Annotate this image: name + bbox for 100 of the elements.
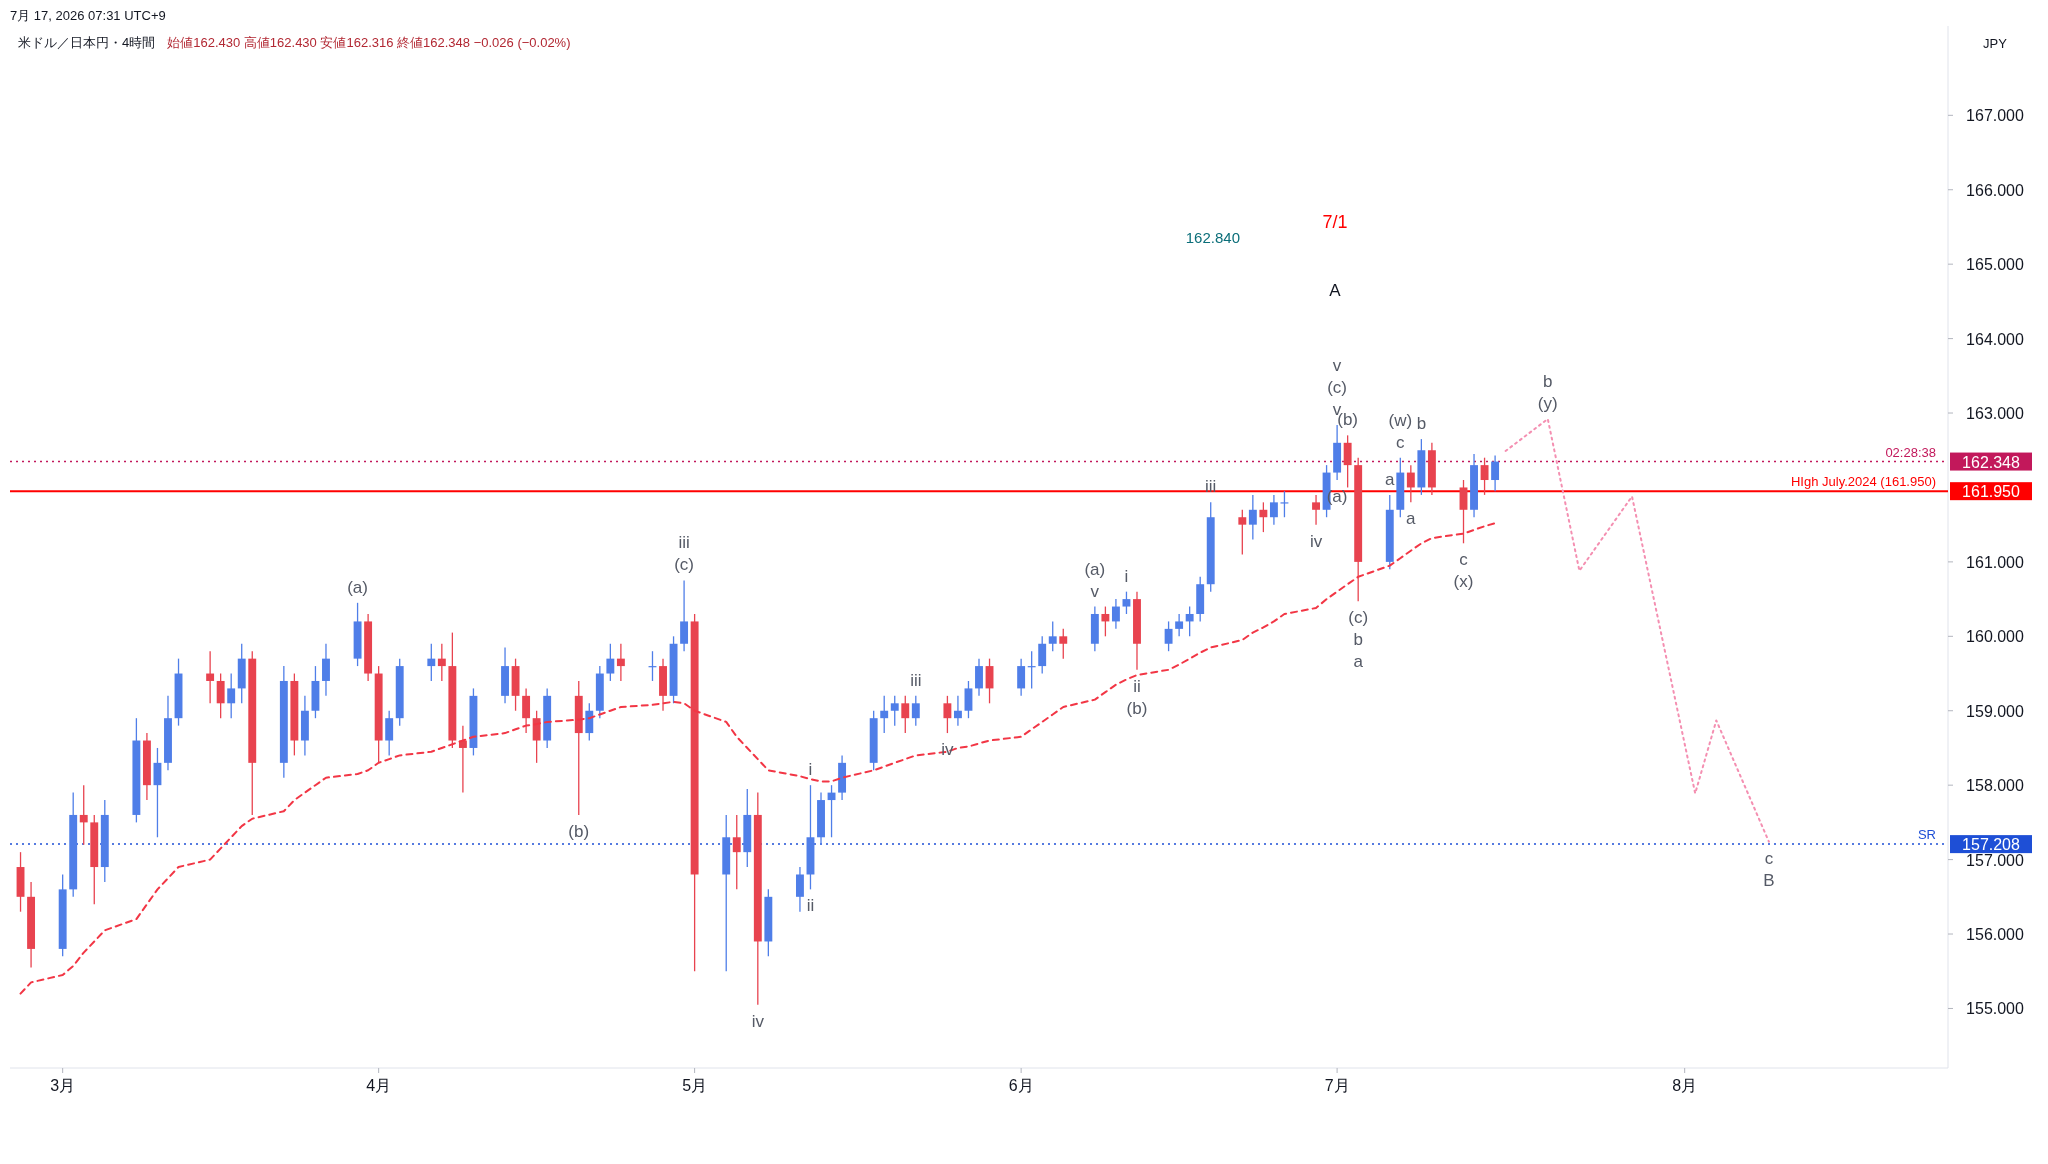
candlestick [385,710,394,757]
candlestick [1248,494,1257,541]
candlestick [1312,494,1320,526]
annotation: 02:28:38 [1885,444,1936,460]
x-tick-label: 3月 [50,1077,76,1094]
candlestick [1048,620,1057,652]
candlestick [216,672,225,719]
x-tick-label: 5月 [682,1077,708,1094]
y-tick-label: 159.000 [1966,702,2025,720]
annotation: iii [910,670,922,690]
line-series [1504,418,1770,843]
annotation: ii [1133,676,1141,696]
candlestick [79,784,88,846]
annotation: c [1396,432,1406,452]
x-tick-label: 7月 [1324,1077,1350,1094]
annotation: c [1764,848,1774,868]
annotation: (w) [1388,410,1413,430]
candlestick [1280,490,1289,518]
annotation: b [1416,414,1427,434]
candlestick [911,695,920,727]
annotation: iv [1309,531,1323,551]
candlestick [1164,620,1173,652]
candlestick [1343,434,1352,489]
annotation: iii [678,533,690,553]
annotation: v [1090,581,1100,601]
annotation: a [1406,509,1417,529]
text: 米ドル／日本円・4時間 [18,35,156,50]
annotation: v [1332,355,1342,375]
y-tick-label: 163.000 [1966,405,2025,423]
annotation: (a) [347,577,368,597]
annotation: a [1385,469,1396,489]
candlestick [953,695,962,727]
annotation: A [1329,281,1342,300]
annotation: (a) [1084,559,1106,579]
text: JPY [1983,36,2008,51]
candlestick [1059,628,1068,660]
candlestick [1406,464,1415,503]
annotation: B [1763,870,1775,890]
candlestick [964,680,973,719]
y-tick-label: 158.000 [1966,777,2025,795]
candlestick [732,814,741,891]
candlestick [532,710,541,764]
annotation: (c) [1348,608,1369,628]
annotation: i [1124,566,1129,586]
candlestick [1259,501,1268,533]
annotation: 7/1 [1322,212,1348,232]
candlestick [1101,605,1110,637]
ref-line-label: 161.950 [1962,483,2021,501]
candlestick [1459,479,1468,544]
annotation: i [808,760,813,780]
annotation: (c) [674,555,694,575]
candlestick [890,695,899,727]
text: 始値162.430 高値162.430 安値162.316 終値162.348 −0.026 (−0.02%) [167,35,571,50]
annotation: b [1543,371,1553,391]
candlestick [322,643,330,697]
annotation: ii [806,896,815,916]
annotation: (b) [1126,698,1148,718]
candlestick [1185,605,1194,637]
candlestick [1269,494,1278,526]
y-tick-label: 167.000 [1966,107,2025,125]
y-tick-label: 166.000 [1966,181,2025,199]
annotation: a [1353,652,1364,672]
annotation: HIgh July.2024 (161.950) [1790,474,1936,490]
y-tick-label: 165.000 [1966,256,2025,274]
candlestick [206,650,215,704]
candlestick [427,643,436,682]
candlestick [1111,598,1120,630]
y-tick-label: 164.000 [1966,330,2025,348]
y-tick-label: 157.000 [1966,851,2025,869]
candlestick [1038,635,1047,675]
annotation: 162.840 [1185,229,1240,246]
annotation: (y) [1537,393,1558,413]
y-tick-label: 155.000 [1966,1000,2025,1018]
candlestick [522,687,531,734]
candlestick [1491,454,1500,492]
candlestick [1017,657,1026,697]
annotation: iv [751,1011,765,1031]
candlestick [1238,509,1247,556]
x-tick-label: 4月 [366,1077,392,1094]
y-tick-label: 160.000 [1966,628,2025,646]
annotation: (c) [1327,377,1348,397]
candlestick [616,643,625,682]
x-tick-label: 6月 [1008,1077,1034,1094]
text: 7月 17, 2026 07:31 UTC+9 [10,8,166,23]
candlestick [437,643,446,682]
annotation: c [1459,550,1469,570]
ref-line-label: 162.348 [1962,453,2021,471]
candlestick [1480,457,1489,496]
y-tick-label: 161.000 [1966,553,2025,571]
candlestick [901,695,910,734]
candlestick [606,643,615,682]
candlestick [880,695,889,734]
x-tick-label: 8月 [1672,1077,1698,1094]
annotation: (b) [568,821,590,841]
candlestick [796,866,804,913]
candlestick [227,672,236,719]
annotation: b [1353,630,1363,650]
candlestick [680,579,689,652]
line-series [19,522,1497,995]
candlestick [1122,591,1131,615]
